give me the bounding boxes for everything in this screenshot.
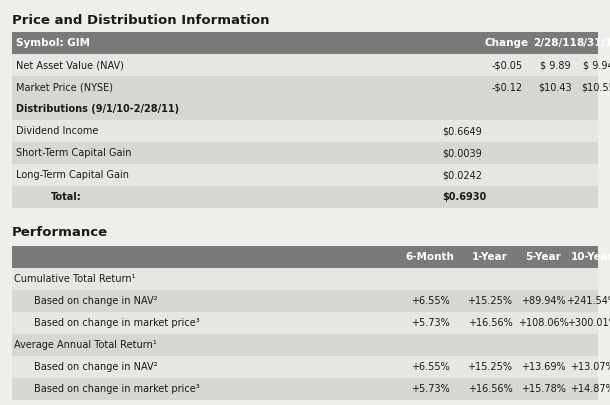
Text: $0.6649: $0.6649: [442, 126, 482, 136]
Bar: [12, 378, 598, 400]
Bar: [12, 334, 598, 356]
Bar: [12, 246, 598, 268]
Text: +15.78%: +15.78%: [520, 384, 565, 394]
Bar: [12, 98, 598, 120]
Bar: [12, 290, 598, 312]
Text: Based on change in market price³: Based on change in market price³: [34, 318, 199, 328]
Text: Net Asset Value (NAV): Net Asset Value (NAV): [16, 60, 124, 70]
Text: 2/28/11: 2/28/11: [533, 38, 577, 48]
Bar: [12, 268, 598, 290]
Text: +15.25%: +15.25%: [467, 362, 512, 372]
Text: Long-Term Capital Gain: Long-Term Capital Gain: [16, 170, 129, 180]
Text: +16.56%: +16.56%: [468, 318, 512, 328]
Text: $0.0039: $0.0039: [442, 148, 482, 158]
Text: +15.25%: +15.25%: [467, 296, 512, 306]
Bar: [12, 76, 598, 98]
Bar: [12, 142, 598, 164]
Bar: [12, 54, 598, 76]
Text: Performance: Performance: [12, 226, 108, 239]
Text: +6.55%: +6.55%: [411, 362, 450, 372]
Text: Based on change in NAV²: Based on change in NAV²: [34, 362, 157, 372]
Bar: [12, 356, 598, 378]
Text: $ 9.89: $ 9.89: [540, 60, 570, 70]
Text: 8/31/10: 8/31/10: [576, 38, 610, 48]
Text: $ 9.94: $ 9.94: [583, 60, 610, 70]
Text: 1-Year: 1-Year: [472, 252, 508, 262]
Text: Market Price (NYSE): Market Price (NYSE): [16, 82, 113, 92]
Bar: [12, 186, 598, 208]
Text: +6.55%: +6.55%: [411, 296, 450, 306]
Text: +108.06%: +108.06%: [518, 318, 569, 328]
Text: $0.0242: $0.0242: [442, 170, 482, 180]
Text: +5.73%: +5.73%: [411, 318, 450, 328]
Text: +14.87%: +14.87%: [570, 384, 610, 394]
Text: Average Annual Total Return¹: Average Annual Total Return¹: [14, 340, 157, 350]
Bar: [12, 164, 598, 186]
Text: Based on change in NAV²: Based on change in NAV²: [34, 296, 157, 306]
Bar: [12, 120, 598, 142]
Text: Short-Term Capital Gain: Short-Term Capital Gain: [16, 148, 132, 158]
Text: 10-Year: 10-Year: [570, 252, 610, 262]
Text: +241.54%: +241.54%: [567, 296, 610, 306]
Text: +89.94%: +89.94%: [521, 296, 565, 306]
Bar: [12, 32, 598, 54]
Text: +5.73%: +5.73%: [411, 384, 450, 394]
Text: Price and Distribution Information: Price and Distribution Information: [12, 14, 270, 27]
Text: Distributions (9/1/10-2/28/11): Distributions (9/1/10-2/28/11): [16, 104, 179, 114]
Text: +16.56%: +16.56%: [468, 384, 512, 394]
Text: -$0.05: -$0.05: [492, 60, 523, 70]
Text: 6-Month: 6-Month: [406, 252, 454, 262]
Text: +13.69%: +13.69%: [521, 362, 565, 372]
Text: +300.01%: +300.01%: [567, 318, 610, 328]
Text: Dividend Income: Dividend Income: [16, 126, 98, 136]
Text: Total:: Total:: [51, 192, 82, 202]
Bar: [12, 312, 598, 334]
Text: 5-Year: 5-Year: [525, 252, 561, 262]
Text: $10.43: $10.43: [538, 82, 572, 92]
Text: -$0.12: -$0.12: [492, 82, 523, 92]
Text: Cumulative Total Return¹: Cumulative Total Return¹: [14, 274, 135, 284]
Text: +13.07%: +13.07%: [570, 362, 610, 372]
Text: Based on change in market price³: Based on change in market price³: [34, 384, 199, 394]
Text: Symbol: GIM: Symbol: GIM: [16, 38, 90, 48]
Text: $0.6930: $0.6930: [442, 192, 486, 202]
Text: Change: Change: [485, 38, 529, 48]
Text: $10.55: $10.55: [581, 82, 610, 92]
